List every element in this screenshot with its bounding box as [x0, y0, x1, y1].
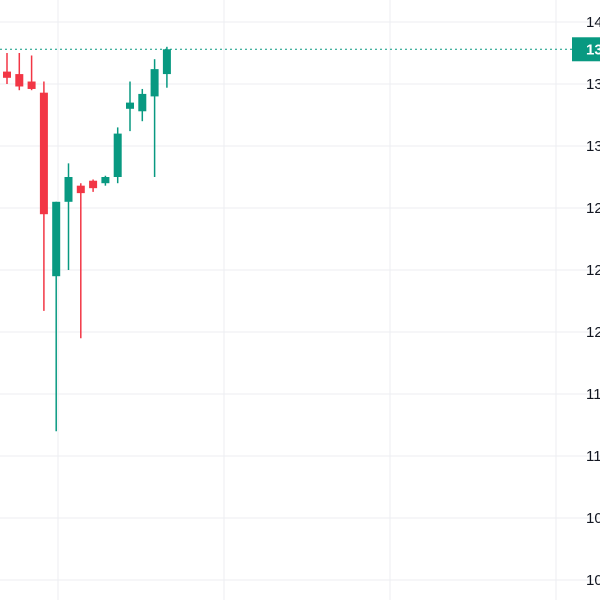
price-axis-tick-label: 11: [586, 386, 600, 403]
price-axis-tick-label: 10: [586, 572, 600, 589]
current-price-tag-background: [572, 37, 600, 62]
candle-body: [3, 71, 11, 78]
price-axis-tick-label: 12: [586, 200, 600, 217]
candle-body: [138, 93, 147, 112]
candle-body: [101, 177, 110, 184]
candle-body: [39, 92, 48, 215]
price-axis-tick-label: 12: [586, 324, 600, 341]
current-price-tag: 13: [572, 37, 600, 62]
candle-body: [15, 74, 24, 87]
price-axis-tick-label: 14: [586, 14, 600, 31]
candle-body: [76, 185, 85, 194]
candle-body: [64, 177, 73, 202]
price-axis-tick-label: 13: [586, 76, 600, 93]
price-axis-tick-label: 12: [586, 262, 600, 279]
candle-body: [89, 180, 98, 189]
candles-layer: [3, 46, 171, 432]
price-axis-tick-label: 10: [586, 510, 600, 527]
current-price-label: 13: [586, 41, 600, 58]
candle-body: [27, 81, 36, 89]
candle-body: [162, 49, 171, 75]
candle-body: [52, 201, 61, 277]
price-axis-tick-label: 11: [586, 448, 600, 465]
candle-body: [150, 69, 159, 97]
price-axis[interactable]: 14 13 13 12 12 12 11 11 10 10: [586, 14, 600, 589]
candle-body: [113, 133, 122, 177]
price-axis-tick-label: 13: [586, 138, 600, 155]
candle-body: [126, 102, 134, 109]
